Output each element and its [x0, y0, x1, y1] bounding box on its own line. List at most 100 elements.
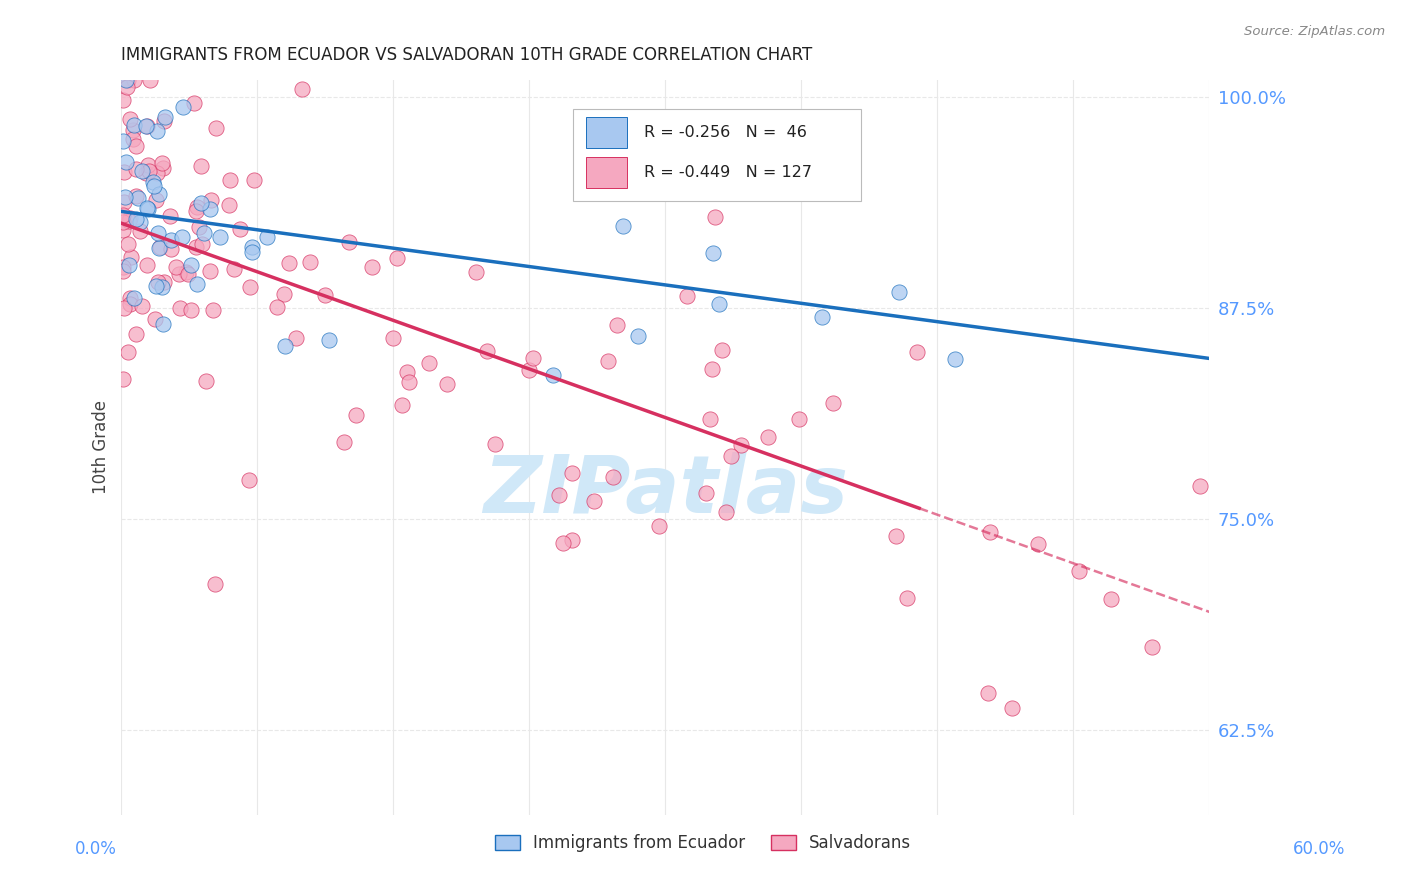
FancyBboxPatch shape [572, 109, 860, 201]
Point [702, 362, 724, 376]
Point [138, 72, 160, 87]
Point [188, 220, 211, 235]
Point [1189, 479, 1212, 493]
Point [145, 124, 167, 138]
Point [606, 318, 628, 333]
Point [143, 311, 166, 326]
Point [125, 327, 148, 342]
Point [112, 263, 135, 277]
Point [789, 412, 811, 426]
Point [153, 110, 176, 124]
Point [1000, 701, 1022, 715]
Point [135, 119, 157, 133]
Point [118, 211, 141, 226]
Point [112, 195, 135, 210]
Point [243, 172, 266, 186]
Point [186, 200, 208, 214]
Point [291, 82, 314, 96]
Point [612, 219, 634, 234]
Point [153, 275, 176, 289]
Point [884, 529, 907, 543]
Point [332, 434, 354, 449]
Point [114, 155, 136, 169]
Point [160, 233, 183, 247]
Point [1142, 640, 1164, 654]
Y-axis label: 10th Grade: 10th Grade [93, 401, 110, 494]
Point [200, 193, 222, 207]
Point [905, 345, 928, 359]
Point [1099, 591, 1122, 606]
Point [124, 212, 146, 227]
Point [522, 351, 544, 366]
Point [240, 244, 263, 259]
Point [142, 175, 165, 189]
Point [117, 236, 139, 251]
Point [418, 356, 440, 370]
Point [1069, 564, 1091, 578]
Point [648, 519, 671, 533]
Point [128, 224, 150, 238]
Point [124, 291, 146, 305]
Point [561, 533, 583, 547]
Point [190, 159, 212, 173]
Point [219, 173, 242, 187]
Point [218, 197, 240, 211]
Point [180, 303, 202, 318]
Point [318, 334, 340, 348]
Point [198, 202, 221, 217]
Point [361, 260, 384, 275]
Point [129, 215, 152, 229]
Point [112, 260, 135, 275]
Point [699, 411, 721, 425]
Point [135, 120, 157, 134]
Point [118, 112, 141, 126]
Point [695, 486, 717, 500]
Point [159, 209, 181, 223]
Point [136, 202, 159, 216]
Bar [586, 117, 627, 148]
Point [191, 237, 214, 252]
Point [112, 215, 135, 229]
Point [284, 331, 307, 345]
Point [475, 343, 498, 358]
Point [198, 264, 221, 278]
Point [160, 242, 183, 256]
Point [190, 195, 212, 210]
Point [122, 72, 145, 87]
Point [135, 166, 157, 180]
Point [120, 250, 142, 264]
Point [122, 123, 145, 137]
Point [702, 245, 724, 260]
Point [143, 179, 166, 194]
Point [561, 467, 583, 481]
Text: R = -0.449   N = 127: R = -0.449 N = 127 [644, 165, 811, 180]
Point [117, 344, 139, 359]
Point [152, 161, 174, 175]
Point [240, 240, 263, 254]
Point [117, 79, 139, 94]
Point [314, 287, 336, 301]
Point [979, 524, 1001, 539]
Point [277, 255, 299, 269]
Point [146, 166, 169, 180]
Point [135, 202, 157, 216]
Point [205, 121, 228, 136]
Point [112, 93, 135, 107]
Point [273, 286, 295, 301]
Point [148, 241, 170, 255]
Point [541, 368, 564, 382]
Point [598, 354, 620, 368]
Text: 60.0%: 60.0% [1292, 840, 1346, 858]
Point [583, 494, 606, 508]
Point [112, 301, 135, 315]
Point [209, 230, 232, 244]
Point [943, 351, 966, 366]
Point [391, 398, 413, 412]
Bar [586, 157, 627, 187]
Point [169, 301, 191, 315]
Point [112, 372, 135, 386]
Point [517, 362, 540, 376]
Point [186, 239, 208, 253]
Point [177, 267, 200, 281]
Point [266, 300, 288, 314]
